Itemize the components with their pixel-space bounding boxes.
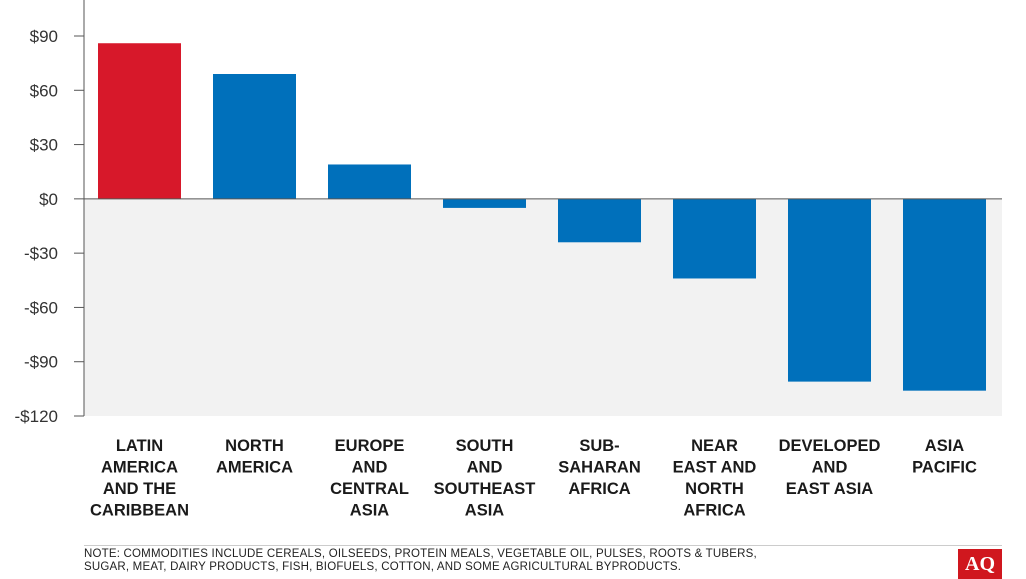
y-tick-label: -$90: [24, 353, 58, 372]
category-label: DEVELOPED AND EAST ASIA: [779, 437, 881, 498]
bar: [443, 198, 526, 208]
bar: [98, 43, 181, 199]
y-tick-label: -$30: [24, 244, 58, 263]
aq-logo: AQ: [958, 549, 1002, 579]
y-tick-label: $0: [39, 190, 58, 209]
bar: [903, 198, 986, 391]
category-label: NORTH AMERICA: [216, 437, 293, 477]
bar: [788, 198, 871, 382]
bar: [673, 198, 756, 279]
y-tick-label: $90: [30, 27, 58, 46]
footer-divider: [84, 545, 1002, 546]
bar: [213, 74, 296, 199]
y-tick-label: $30: [30, 136, 58, 155]
bar: [328, 164, 411, 199]
footnote-line-1: NOTE: COMMODITIES INCLUDE CEREALS, OILSE…: [84, 548, 757, 560]
y-tick-label: -$120: [15, 407, 58, 426]
category-label: ASIA PACIFIC: [912, 437, 977, 477]
category-label: EUROPE AND CENTRAL ASIA: [330, 437, 409, 520]
footnote-line-2: SUGAR, MEAT, DAIRY PRODUCTS, FISH, BIOFU…: [84, 561, 682, 573]
bar: [558, 198, 641, 243]
category-label: LATIN AMERICA AND THE CARIBBEAN: [90, 437, 189, 520]
category-label: NEAR EAST AND NORTH AFRICA: [673, 437, 757, 520]
y-tick-label: -$60: [24, 298, 58, 317]
y-tick-label: $60: [30, 81, 58, 100]
category-label: SOUTH AND SOUTHEAST ASIA: [434, 437, 536, 520]
footnote: NOTE: COMMODITIES INCLUDE CEREALS, OILSE…: [84, 548, 944, 574]
category-label: SUB-SAHARAN AFRICA: [558, 437, 641, 498]
